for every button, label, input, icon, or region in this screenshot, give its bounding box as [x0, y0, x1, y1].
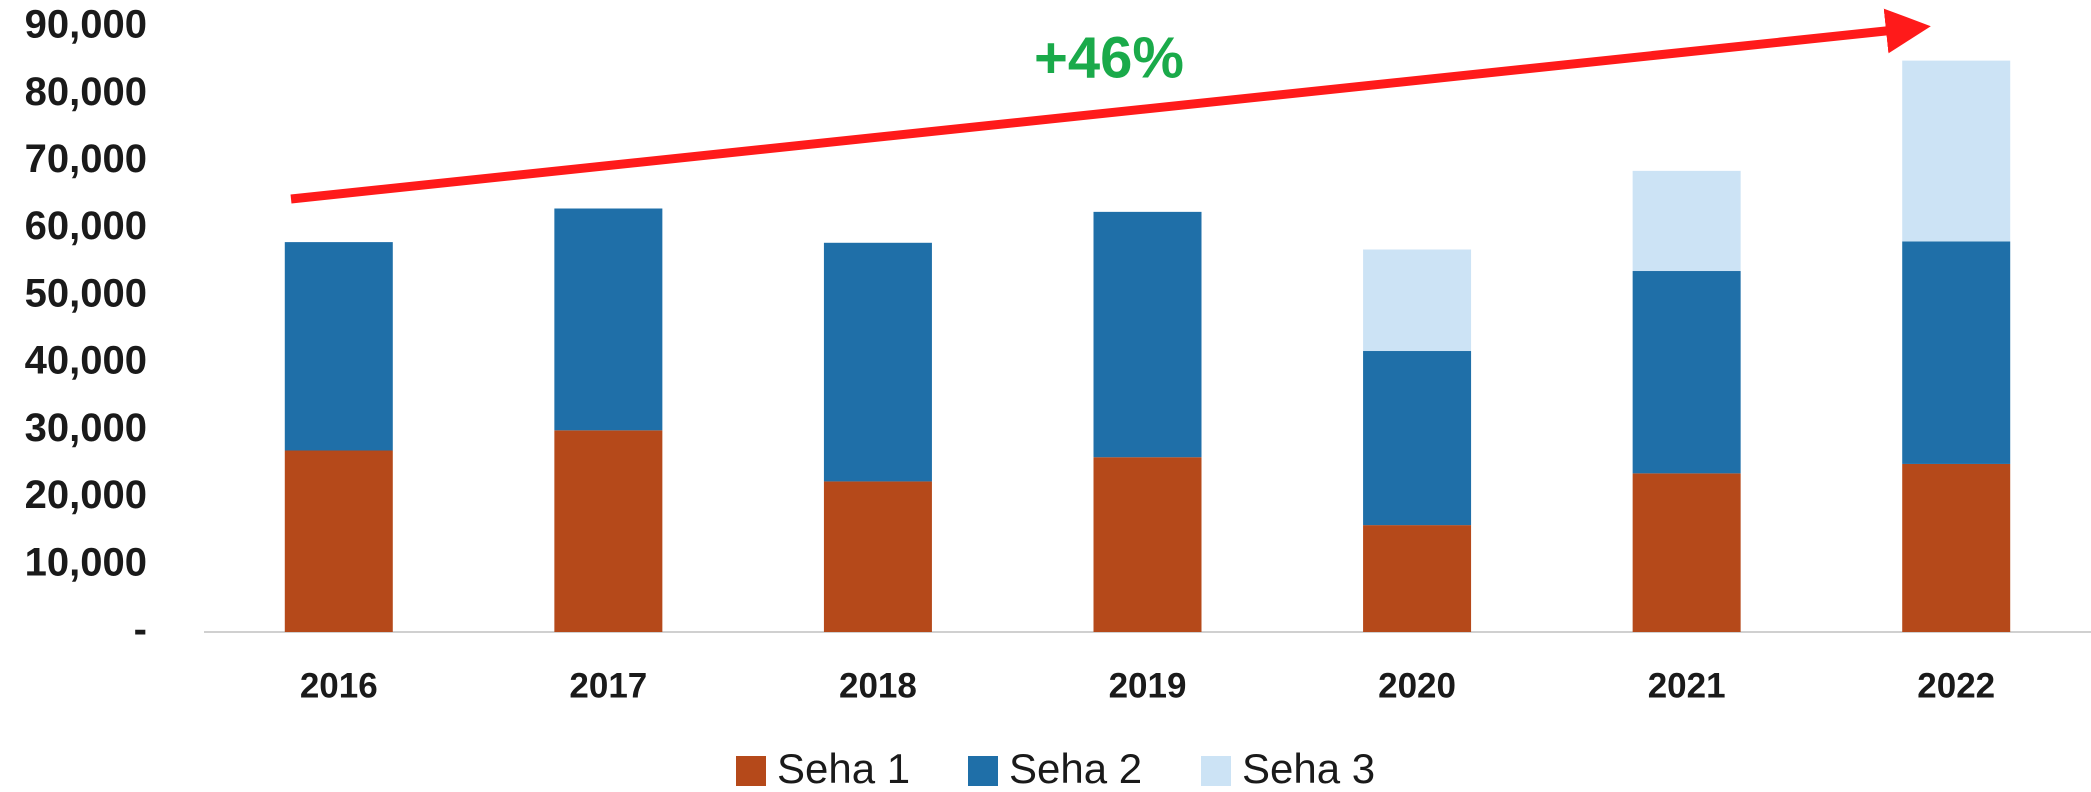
bar-segment [1363, 249, 1472, 352]
bar-segment [1902, 241, 2011, 464]
legend-label: Seha 2 [1009, 745, 1142, 792]
bar-segment [1093, 457, 1202, 632]
x-tick-label: 2020 [1378, 666, 1456, 705]
bar-segment [823, 481, 932, 632]
bar-segment [1632, 271, 1741, 474]
bar-segment [1632, 170, 1741, 272]
legend-swatch [1201, 756, 1231, 786]
x-tick-label: 2017 [569, 666, 647, 705]
bar-segment [1902, 463, 2011, 632]
y-tick-label: 70,000 [25, 137, 147, 181]
legend-label: Seha 1 [777, 745, 910, 792]
bar-segment [823, 242, 932, 482]
x-tick-label: 2021 [1648, 666, 1726, 705]
legend-swatch [736, 756, 766, 786]
bar-segment [284, 242, 393, 451]
trend-arrow [290, 8, 1931, 204]
x-tick-label: 2018 [839, 666, 917, 705]
y-tick-label: 20,000 [25, 473, 147, 517]
y-tick-label: 50,000 [25, 271, 147, 315]
annotation: +46% [1034, 25, 1184, 90]
y-tick-label: 40,000 [25, 339, 147, 383]
bar-segment [1902, 60, 2011, 242]
bar-segment [1632, 473, 1741, 632]
legend-label: Seha 3 [1242, 745, 1375, 792]
bar-segment [554, 430, 663, 632]
y-tick-label: 90,000 [25, 3, 147, 47]
bar-segment [554, 208, 663, 431]
y-tick-label: 80,000 [25, 70, 147, 114]
y-tick-label: - [134, 608, 147, 652]
y-tick-label: 30,000 [25, 406, 147, 450]
x-tick-label: 2022 [1917, 666, 1995, 705]
bar-segment [1093, 211, 1202, 458]
x-tick-label: 2019 [1109, 666, 1187, 705]
y-tick-label: 10,000 [25, 540, 147, 584]
y-tick-label: 60,000 [25, 204, 147, 248]
bar-segment [1363, 351, 1472, 526]
x-tick-label: 2016 [300, 666, 378, 705]
bar-segment [1363, 525, 1472, 632]
legend-swatch [968, 756, 998, 786]
bar-segment [284, 450, 393, 632]
